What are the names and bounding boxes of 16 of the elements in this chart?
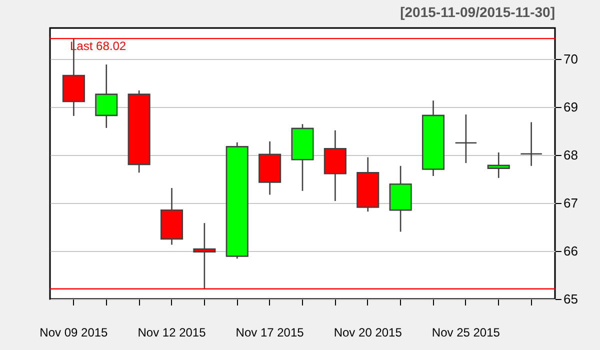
x-tick-label: Nov 20 2015 bbox=[334, 326, 402, 340]
candlestick bbox=[487, 152, 510, 179]
x-tick-label: Nov 17 2015 bbox=[236, 326, 304, 340]
y-tick-label: 65 bbox=[564, 292, 578, 306]
chart-subtitle: [2015-11-09/2015-11-30] bbox=[400, 4, 555, 20]
y-tick-label: 67 bbox=[564, 195, 578, 210]
x-tick-label: Nov 09 2015 bbox=[40, 326, 108, 340]
candlestick bbox=[520, 122, 543, 167]
candlestick bbox=[454, 114, 478, 164]
y-tick-label: 69 bbox=[564, 99, 578, 114]
x-tick-label: Nov 12 2015 bbox=[138, 326, 206, 340]
y-tick-label: 66 bbox=[564, 243, 578, 258]
x-tick-label: Nov 25 2015 bbox=[432, 326, 500, 340]
y-tick-label: 70 bbox=[564, 51, 578, 66]
candlestick bbox=[95, 64, 118, 129]
y-tick-label: 68 bbox=[564, 147, 578, 162]
